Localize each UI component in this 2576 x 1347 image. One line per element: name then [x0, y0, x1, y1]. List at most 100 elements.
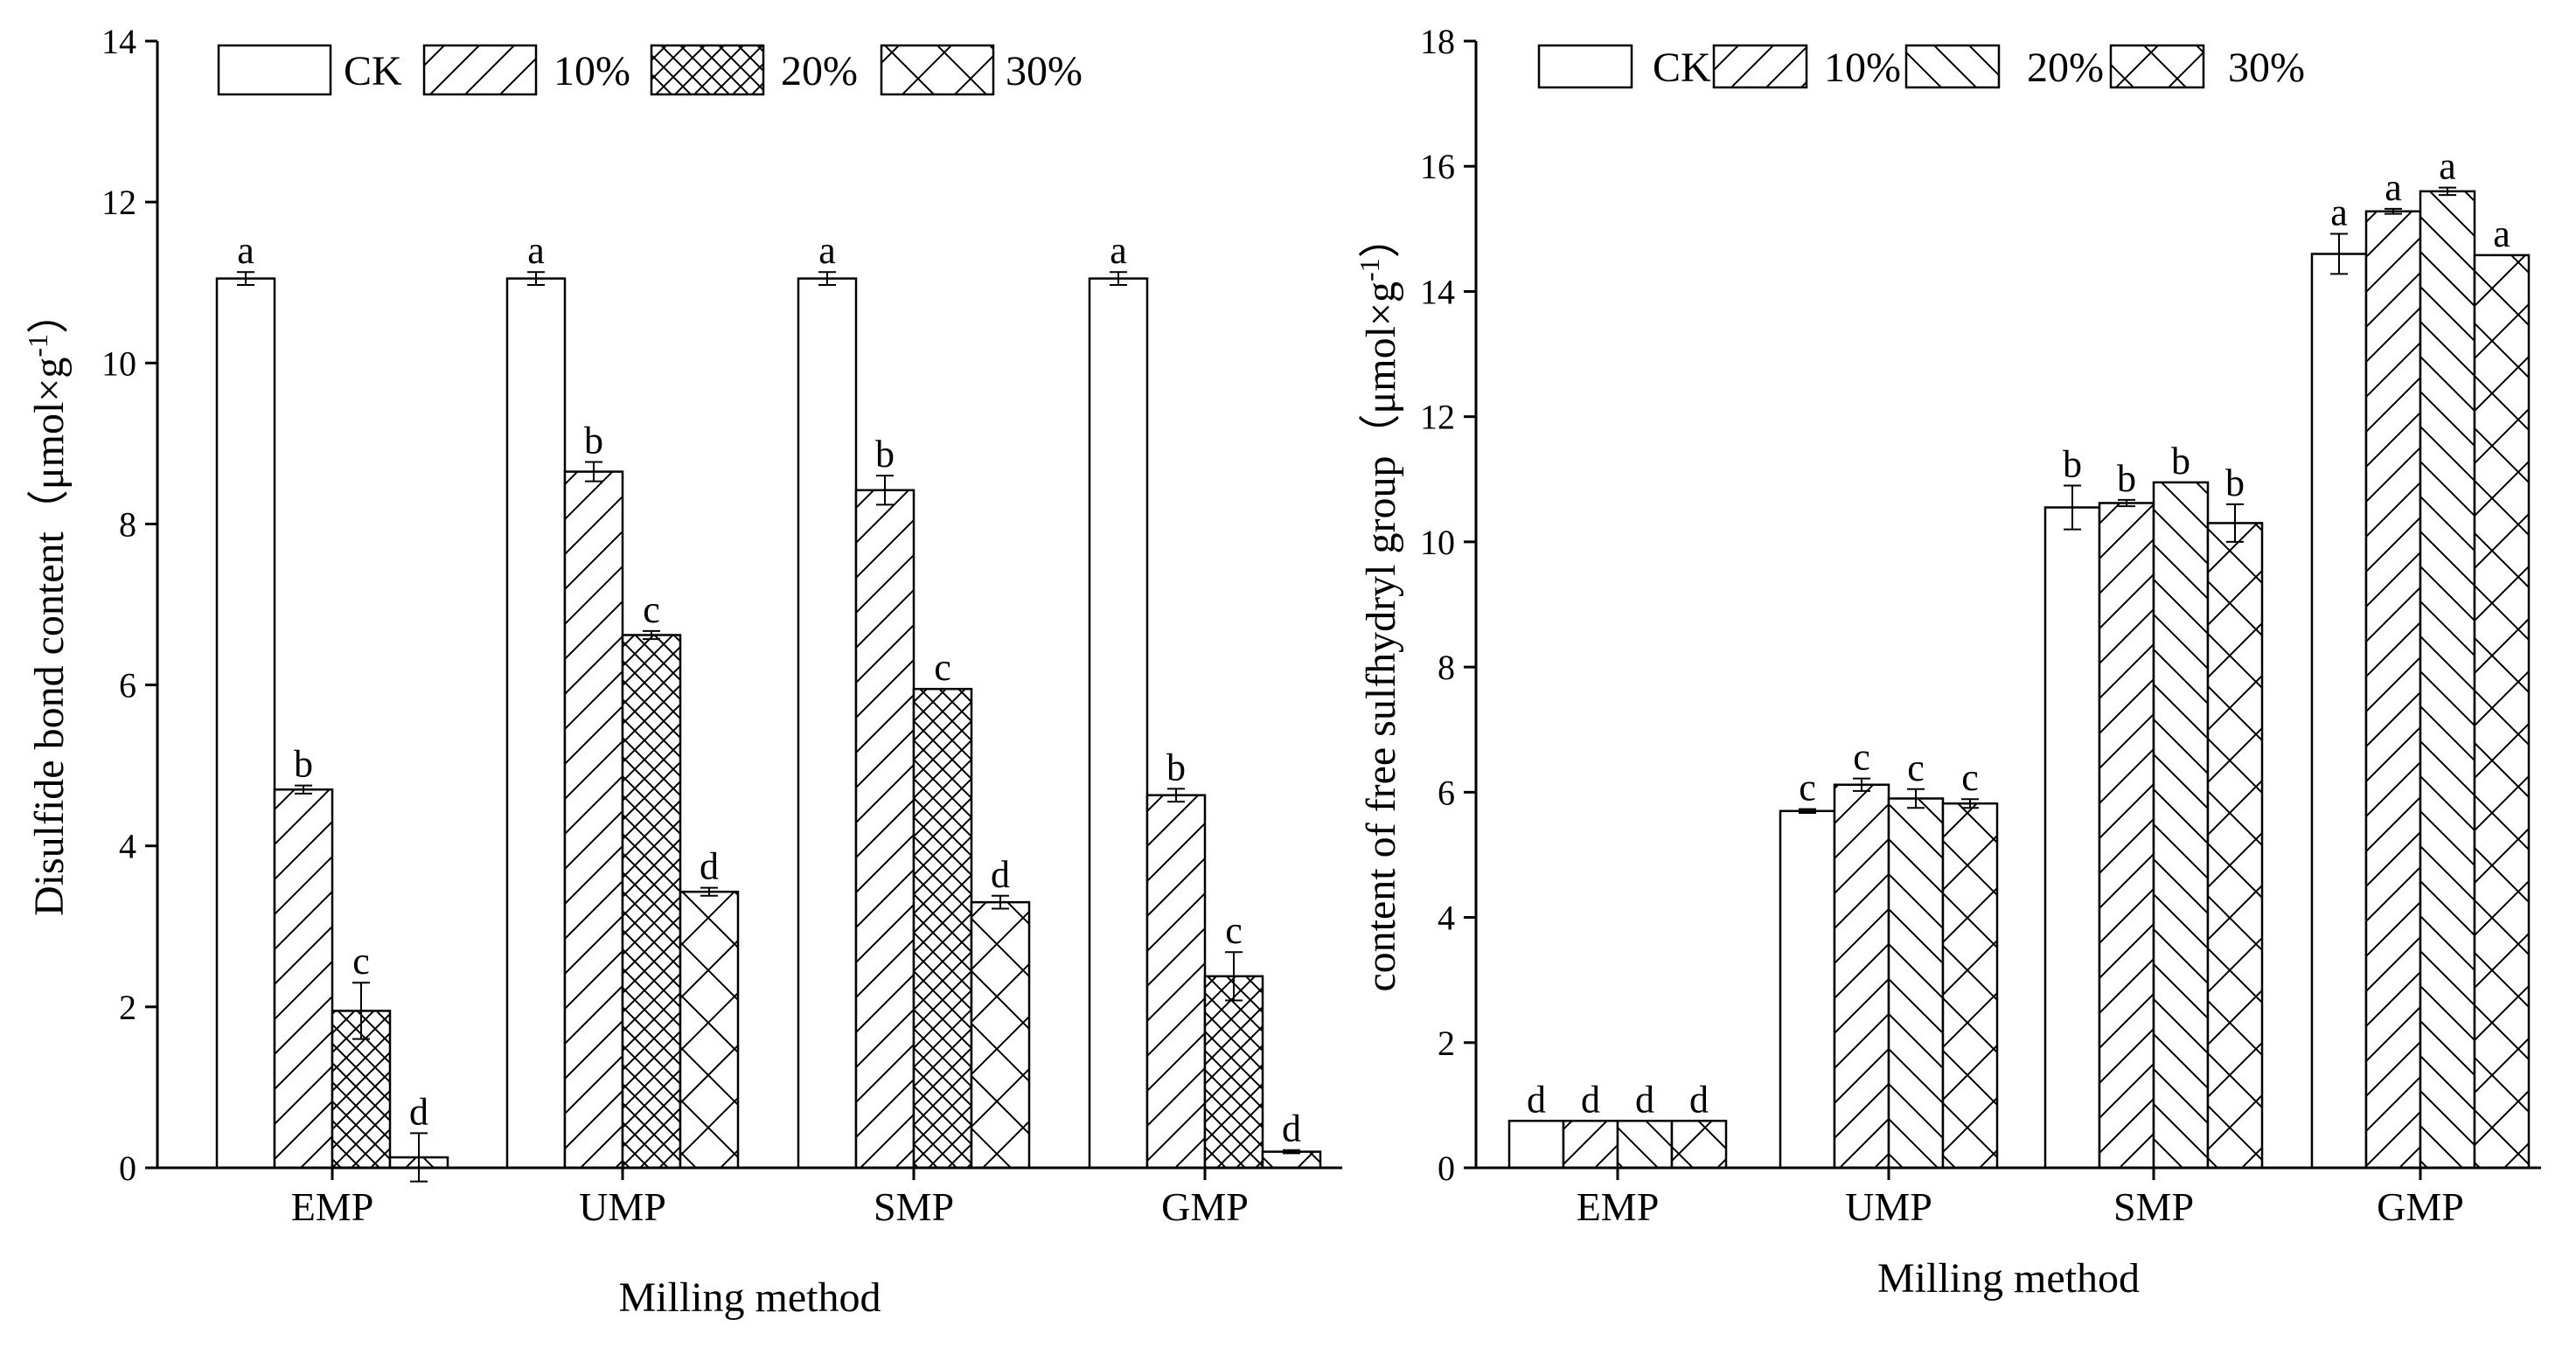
bar-ump-3: [621, 634, 682, 1170]
y-tick-label: 14: [1420, 272, 1455, 311]
significance-letter: a: [818, 229, 836, 272]
x-tick-label-gmp: GMP: [1161, 1184, 1249, 1229]
significance-letter: d: [700, 845, 719, 888]
x-tick-label-smp: SMP: [2113, 1184, 2194, 1229]
significance-letter: d: [991, 853, 1010, 896]
legend-label-2: 10%: [553, 48, 630, 94]
x-tick-label-smp: SMP: [874, 1184, 954, 1229]
bar-ump-2: [1833, 783, 1890, 1170]
y-tick-label: 16: [1420, 147, 1455, 186]
significance-letter: d: [1581, 1078, 1600, 1121]
significance-letter: a: [2385, 166, 2402, 209]
legend-swatch-2: [1712, 44, 1808, 89]
bar-emp-3: [1616, 1120, 1674, 1170]
y-tick-label: 2: [1438, 1024, 1455, 1063]
legend-label-1: CK: [1653, 45, 1711, 91]
bar-emp-2: [273, 788, 334, 1170]
significance-letter: b: [2063, 442, 2082, 485]
legend-swatch-3: [650, 44, 765, 96]
y-tick-label: 10: [1420, 523, 1455, 562]
bar-smp-1: [2043, 506, 2101, 1170]
significance-letter: a: [527, 229, 545, 272]
significance-letter: b: [2117, 457, 2136, 500]
bar-gmp-3: [1203, 975, 1264, 1170]
bar-smp-2: [2098, 502, 2155, 1170]
y-tick-label: 12: [101, 183, 136, 222]
legend-swatch-1: [217, 44, 332, 96]
significance-letter: c: [1799, 767, 1816, 809]
significance-letter: d: [1282, 1107, 1301, 1150]
y-axis-title-close: ）: [26, 292, 73, 334]
significance-letter: a: [2330, 191, 2348, 234]
bar-emp-1: [1507, 1120, 1565, 1170]
bar-smp-4: [970, 900, 1031, 1170]
bar-gmp-1: [2310, 253, 2368, 1170]
significance-letter: a: [237, 229, 254, 272]
y-tick-label: 4: [119, 827, 136, 866]
bar-ump-3: [1887, 797, 1945, 1170]
legend-label-1: CK: [344, 48, 402, 94]
significance-letter: b: [584, 420, 603, 462]
bar-smp-3: [912, 687, 973, 1170]
significance-letter: d: [1689, 1078, 1709, 1121]
bar-gmp-2: [1145, 794, 1207, 1170]
y-axis-title-close: ）: [1358, 216, 1404, 258]
y-tick-label: 14: [101, 22, 136, 61]
y-axis-title-sup: -1: [1354, 258, 1385, 281]
bar-ump-1: [505, 277, 567, 1170]
bar-emp-4: [1670, 1120, 1728, 1170]
x-tick-label-emp: EMP: [1577, 1184, 1660, 1229]
significance-letter: d: [409, 1090, 428, 1133]
bar-smp-4: [2206, 522, 2264, 1170]
legend-label-2: 10%: [1824, 45, 1901, 91]
legend-label-3: 20%: [781, 48, 858, 94]
y-axis-title: Disulfide bond content（μmol×g-1）: [22, 292, 73, 916]
bar-ump-4: [679, 890, 740, 1170]
bar-smp-3: [2152, 481, 2210, 1170]
bar-smp-2: [854, 489, 916, 1170]
legend-label-4: 30%: [1006, 48, 1083, 94]
bar-gmp-2: [2364, 210, 2422, 1170]
significance-letter: c: [1225, 909, 1243, 952]
y-tick-label: 6: [1438, 773, 1455, 812]
significance-letter: c: [1907, 746, 1925, 789]
significance-letter: c: [352, 940, 370, 982]
legend-swatch-4: [880, 44, 995, 96]
y-tick-label: 0: [119, 1149, 136, 1188]
y-tick-label: 0: [1438, 1149, 1455, 1188]
y-tick-label: 10: [101, 344, 136, 383]
significance-letter: b: [875, 433, 895, 476]
x-axis-title: Milling method: [1877, 1255, 2140, 1302]
significance-letter: c: [934, 646, 951, 689]
y-axis-title-sup: -1: [22, 334, 53, 358]
bar-ump-1: [1779, 809, 1836, 1170]
bar-smp-1: [797, 277, 858, 1170]
legend-label-4: 30%: [2228, 45, 2305, 91]
chart-2: d c b a d c b a d c b a d c b a 0 2 4 6 8 10 12 14 16 18 EMP UMP SMP…: [1354, 22, 2541, 1302]
legend-label-3: 20%: [2027, 45, 2104, 91]
legend-swatch-3: [1904, 44, 2001, 89]
bar-gmp-3: [2419, 190, 2476, 1170]
bar-emp-1: [215, 277, 276, 1170]
bar-ump-4: [1941, 802, 1999, 1170]
significance-letter: a: [2493, 212, 2510, 255]
x-tick-label-ump: UMP: [579, 1184, 666, 1229]
significance-letter: b: [1166, 746, 1186, 788]
significance-letter: a: [1110, 229, 1127, 272]
bar-gmp-4: [2473, 253, 2531, 1170]
y-axis-title-main: Disulfide bond content（μmol×g: [26, 358, 73, 916]
significance-letter: d: [1635, 1078, 1654, 1121]
y-axis-title: content of free sulfhydryl group（μmol×g-…: [1354, 216, 1404, 991]
bar-emp-2: [1562, 1120, 1619, 1170]
y-axis-title-main: content of free sulfhydryl group（μmol×g: [1358, 281, 1404, 992]
legend-swatch-1: [1537, 44, 1633, 89]
y-tick-label: 18: [1420, 22, 1455, 61]
y-tick-label: 8: [119, 504, 136, 544]
bar-gmp-1: [1088, 277, 1149, 1170]
bar-ump-2: [563, 470, 624, 1170]
y-tick-label: 2: [119, 988, 136, 1027]
significance-letter: d: [1527, 1078, 1546, 1121]
significance-letter: b: [2225, 462, 2245, 504]
y-tick-label: 6: [119, 666, 136, 705]
